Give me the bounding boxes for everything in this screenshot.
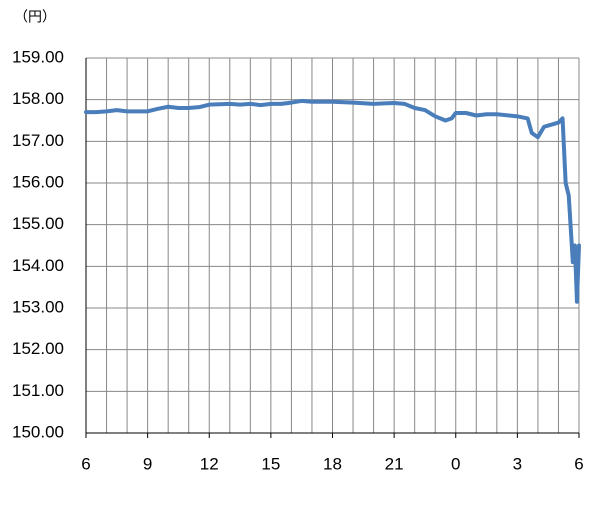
y-tick-label: 157.00 — [12, 131, 64, 150]
y-tick-label: 156.00 — [12, 172, 64, 191]
y-tick-label: 158.00 — [12, 89, 64, 108]
x-tick-label: 6 — [574, 454, 583, 473]
y-tick-label: 151.00 — [12, 381, 64, 400]
y-tick-label: 152.00 — [12, 339, 64, 358]
line — [84, 98, 581, 304]
y-tick-label: 150.00 — [12, 422, 64, 441]
x-tick-label: 15 — [261, 454, 280, 473]
y-tick-label: 154.00 — [12, 256, 64, 275]
unit-label: （円） — [14, 9, 56, 25]
x-tick-label: 0 — [451, 454, 460, 473]
x-tick-label: 18 — [323, 454, 342, 473]
x-tick-label: 6 — [81, 454, 90, 473]
y-tick-label: 155.00 — [12, 214, 64, 233]
x-tick-label: 21 — [385, 454, 404, 473]
x-tick-label: 3 — [513, 454, 522, 473]
x-tick-label: 12 — [200, 454, 219, 473]
y-tick-label: 159.00 — [12, 47, 64, 66]
x-tick-label: 9 — [143, 454, 152, 473]
y-tick-label: 153.00 — [12, 297, 64, 316]
